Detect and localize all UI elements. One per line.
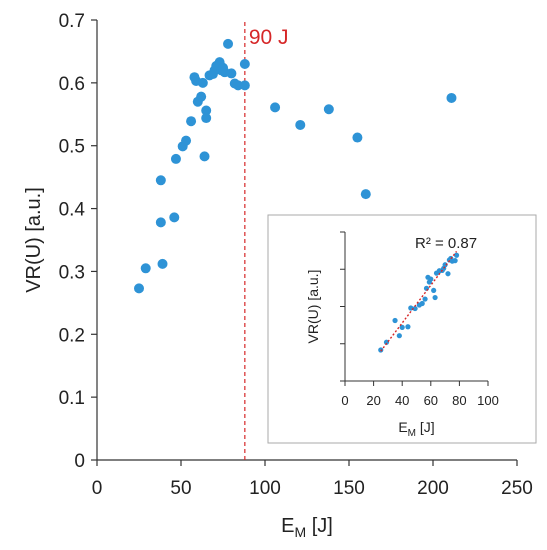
inset-x-tick-label: 100 xyxy=(477,393,499,408)
inset-data-point xyxy=(431,287,437,294)
threshold-label: 90 J xyxy=(249,26,289,49)
data-point xyxy=(323,104,334,115)
x-tick-label: 250 xyxy=(501,478,533,499)
inset-data-point xyxy=(422,296,428,302)
x-tick-label: 50 xyxy=(170,478,191,499)
inset-x-axis-title-main: E xyxy=(398,419,407,435)
data-point xyxy=(134,283,144,294)
data-point xyxy=(181,135,192,146)
data-point xyxy=(155,217,166,228)
inset-data-point xyxy=(419,300,425,307)
inset-data-point xyxy=(405,324,411,330)
y-tick-label: 0.7 xyxy=(59,11,85,32)
data-point xyxy=(352,132,363,143)
data-point xyxy=(155,175,166,186)
y-tick-label: 0.2 xyxy=(59,325,85,346)
y-tick-label: 0.5 xyxy=(59,137,85,158)
inset-fit-line xyxy=(380,250,458,352)
inset-data-point xyxy=(452,258,458,264)
inset-plot: 0 20 40 60 80 100 VR(U) [a.u.] EM [J] R² = 0.87 xyxy=(305,231,499,439)
y-tick-label: 0.6 xyxy=(59,74,85,95)
data-point xyxy=(169,212,180,223)
data-point xyxy=(223,38,234,49)
data-point xyxy=(239,59,250,69)
data-point xyxy=(239,80,250,91)
y-tick-label: 0.4 xyxy=(59,200,86,221)
inset-x-tick-label: 80 xyxy=(452,393,466,408)
data-point xyxy=(196,91,207,102)
inset-r-squared: R² = 0.87 xyxy=(415,235,477,252)
inset-x-tick-label: 0 xyxy=(341,393,348,408)
data-point xyxy=(226,68,237,79)
inset-data-point xyxy=(442,262,448,268)
x-axis-title: EM [J] xyxy=(281,515,333,540)
y-tick-label: 0.1 xyxy=(59,388,85,409)
inset-data-point xyxy=(392,317,398,324)
inset-data-point xyxy=(445,271,451,277)
y-tick-label: 0 xyxy=(74,451,85,472)
inset-x-axis-title-unit: [J] xyxy=(416,419,435,435)
data-point xyxy=(199,151,210,162)
inset-y-axis-title: VR(U) [a.u.] xyxy=(305,270,321,344)
inset-data-point xyxy=(428,276,434,282)
inset-data-point xyxy=(432,294,438,301)
main-plot: 00.10.20.30.40.50.60.70 50 100 150 200 250VR(… xyxy=(23,11,533,540)
y-axis-title: VR(U) [a.u.] xyxy=(23,187,45,293)
x-axis-title-sub: M xyxy=(295,524,307,540)
inset-data-point xyxy=(412,305,418,312)
inset-data-point xyxy=(378,347,384,353)
data-point xyxy=(197,77,208,88)
data-point xyxy=(360,189,371,200)
inset-x-tick-label: 20 xyxy=(366,393,380,408)
inset-data-point xyxy=(399,324,405,330)
inset-x-axis-title-sub: M xyxy=(408,428,416,439)
inset-data-point xyxy=(396,333,402,339)
data-point xyxy=(270,102,281,113)
data-point xyxy=(201,105,212,116)
inset-x-axis-title: EM [J] xyxy=(398,419,434,439)
data-point xyxy=(201,113,212,124)
inset-data-point xyxy=(453,252,460,258)
data-point xyxy=(446,92,457,103)
data-point xyxy=(140,263,151,274)
inset-x-tick-label: 40 xyxy=(395,393,409,408)
x-tick-label: 100 xyxy=(249,478,281,499)
x-tick-label: 0 xyxy=(92,478,103,499)
data-point xyxy=(295,119,306,130)
y-tick-label: 0.3 xyxy=(59,262,85,283)
inset-x-tick-label: 60 xyxy=(424,393,438,408)
data-point xyxy=(157,258,168,269)
data-point xyxy=(170,153,181,164)
x-axis-title-main: E xyxy=(281,515,294,537)
data-point xyxy=(186,116,197,127)
x-axis-title-unit: [J] xyxy=(306,515,333,537)
x-tick-label: 150 xyxy=(333,478,365,499)
x-tick-label: 200 xyxy=(417,478,449,499)
